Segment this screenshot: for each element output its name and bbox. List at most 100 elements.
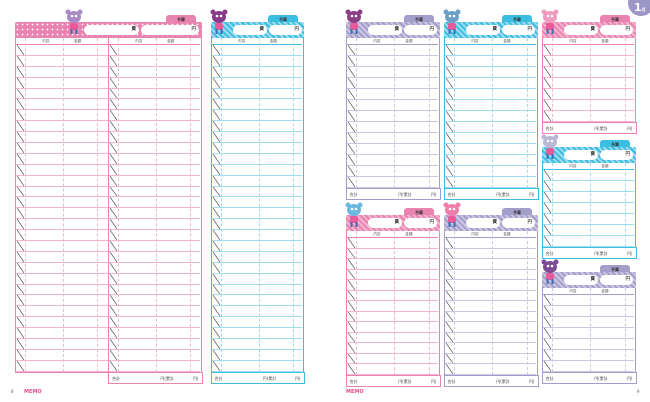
expense-row[interactable] (109, 284, 200, 296)
expense-row[interactable] (347, 280, 438, 291)
expense-row[interactable] (445, 177, 536, 188)
expense-row[interactable] (445, 301, 536, 312)
expense-row[interactable] (445, 332, 536, 343)
category-name-field[interactable]: 費 (564, 150, 598, 160)
expense-row[interactable] (445, 122, 536, 133)
expense-row[interactable] (543, 67, 634, 78)
expense-row[interactable] (109, 349, 200, 361)
expense-row[interactable] (212, 153, 302, 165)
expense-row[interactable] (543, 192, 634, 203)
expense-row[interactable] (109, 360, 200, 372)
expense-row[interactable] (109, 208, 200, 220)
expense-row[interactable] (16, 339, 108, 350)
expense-row[interactable] (445, 133, 536, 144)
expense-row[interactable] (212, 45, 302, 56)
expense-row[interactable] (347, 166, 438, 177)
expense-row[interactable] (445, 78, 536, 89)
expense-row[interactable] (347, 301, 438, 312)
expense-row[interactable] (212, 164, 302, 176)
expense-row[interactable] (109, 66, 200, 78)
expense-row[interactable] (16, 349, 108, 361)
expense-row[interactable] (16, 219, 108, 231)
expense-row[interactable] (347, 122, 438, 133)
expense-row[interactable] (109, 219, 200, 231)
expense-row[interactable] (212, 110, 302, 122)
expense-row[interactable] (16, 45, 108, 56)
expense-row[interactable] (212, 219, 302, 231)
expense-row[interactable] (212, 99, 302, 111)
expense-row[interactable] (445, 322, 536, 333)
budget-amount-field[interactable]: 円 (600, 25, 633, 35)
expense-row[interactable] (109, 197, 200, 209)
expense-row[interactable] (543, 295, 634, 306)
expense-row[interactable] (16, 230, 108, 242)
expense-row[interactable] (16, 284, 108, 296)
expense-row[interactable] (212, 132, 302, 144)
expense-row[interactable] (16, 77, 108, 89)
expense-row[interactable] (16, 208, 108, 220)
expense-row[interactable] (16, 132, 108, 144)
expense-row[interactable] (16, 55, 108, 67)
expense-row[interactable] (109, 99, 200, 111)
expense-row[interactable] (347, 353, 438, 364)
category-name-field[interactable]: 費 (368, 25, 402, 35)
expense-row[interactable] (543, 350, 634, 361)
expense-row[interactable] (109, 186, 200, 198)
expense-row[interactable] (16, 66, 108, 78)
expense-row[interactable] (212, 241, 302, 252)
expense-row[interactable] (16, 153, 108, 165)
expense-row[interactable] (347, 311, 438, 322)
expense-row[interactable] (212, 66, 302, 78)
expense-row[interactable] (543, 214, 634, 225)
expense-row[interactable] (445, 353, 536, 364)
expense-row[interactable] (212, 306, 302, 318)
expense-row[interactable] (109, 143, 200, 154)
expense-row[interactable] (212, 143, 302, 154)
expense-row[interactable] (543, 225, 634, 236)
expense-row[interactable] (445, 67, 536, 78)
expense-row[interactable] (212, 175, 302, 187)
expense-row[interactable] (347, 238, 438, 249)
expense-row[interactable] (212, 88, 302, 100)
expense-row[interactable] (347, 89, 438, 100)
category-name-field[interactable]: 費 (466, 25, 500, 35)
expense-row[interactable] (347, 100, 438, 111)
expense-row[interactable] (543, 100, 634, 111)
category-name-field[interactable]: 費 (466, 218, 500, 228)
expense-row[interactable] (212, 360, 302, 372)
expense-row[interactable] (347, 259, 438, 270)
expense-row[interactable] (109, 339, 200, 350)
expense-row[interactable] (16, 295, 108, 307)
expense-row[interactable] (212, 339, 302, 350)
expense-row[interactable] (109, 262, 200, 274)
expense-row[interactable] (445, 144, 536, 155)
expense-row[interactable] (212, 55, 302, 67)
expense-row[interactable] (543, 317, 634, 328)
expense-row[interactable] (347, 56, 438, 67)
expense-row[interactable] (109, 295, 200, 307)
expense-row[interactable] (347, 269, 438, 280)
expense-row[interactable] (212, 77, 302, 89)
expense-row[interactable] (347, 45, 438, 56)
expense-row[interactable] (445, 166, 536, 177)
category-name-field[interactable]: 費 (564, 25, 598, 35)
expense-row[interactable] (109, 306, 200, 318)
expense-row[interactable] (16, 262, 108, 274)
expense-row[interactable] (109, 273, 200, 285)
expense-row[interactable] (543, 181, 634, 192)
expense-row[interactable] (212, 186, 302, 198)
expense-row[interactable] (543, 306, 634, 317)
expense-row[interactable] (543, 170, 634, 181)
expense-row[interactable] (16, 164, 108, 176)
expense-row[interactable] (543, 328, 634, 339)
expense-row[interactable] (212, 273, 302, 285)
expense-row[interactable] (16, 251, 108, 263)
expense-row[interactable] (16, 241, 108, 252)
expense-row[interactable] (212, 317, 302, 329)
expense-row[interactable] (445, 290, 536, 301)
expense-row[interactable] (212, 349, 302, 361)
expense-row[interactable] (445, 259, 536, 270)
budget-amount-field[interactable]: 円 (600, 275, 633, 285)
expense-row[interactable] (445, 155, 536, 166)
category-name-field[interactable]: 費 (84, 25, 139, 35)
